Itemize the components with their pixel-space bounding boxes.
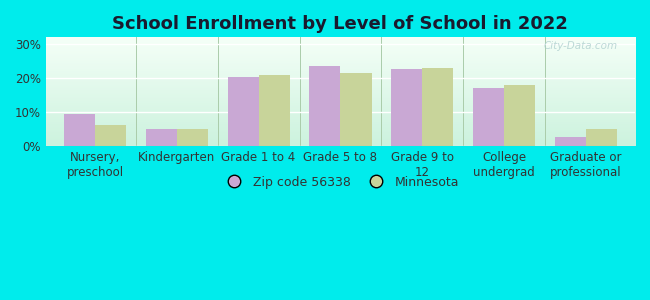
Bar xyxy=(227,77,259,146)
Bar xyxy=(473,88,504,146)
Bar xyxy=(64,114,95,146)
Bar xyxy=(259,75,290,146)
Bar xyxy=(309,66,341,146)
Bar xyxy=(504,85,535,146)
Text: City-Data.com: City-Data.com xyxy=(543,40,618,51)
Bar xyxy=(177,129,208,146)
Legend: Zip code 56338, Minnesota: Zip code 56338, Minnesota xyxy=(216,171,464,194)
Bar xyxy=(341,73,372,146)
Bar xyxy=(422,68,453,146)
Bar xyxy=(586,129,617,146)
Title: School Enrollment by Level of School in 2022: School Enrollment by Level of School in … xyxy=(112,15,568,33)
Bar xyxy=(555,137,586,146)
Bar xyxy=(391,69,423,146)
Bar xyxy=(146,130,177,146)
Bar xyxy=(95,125,126,146)
